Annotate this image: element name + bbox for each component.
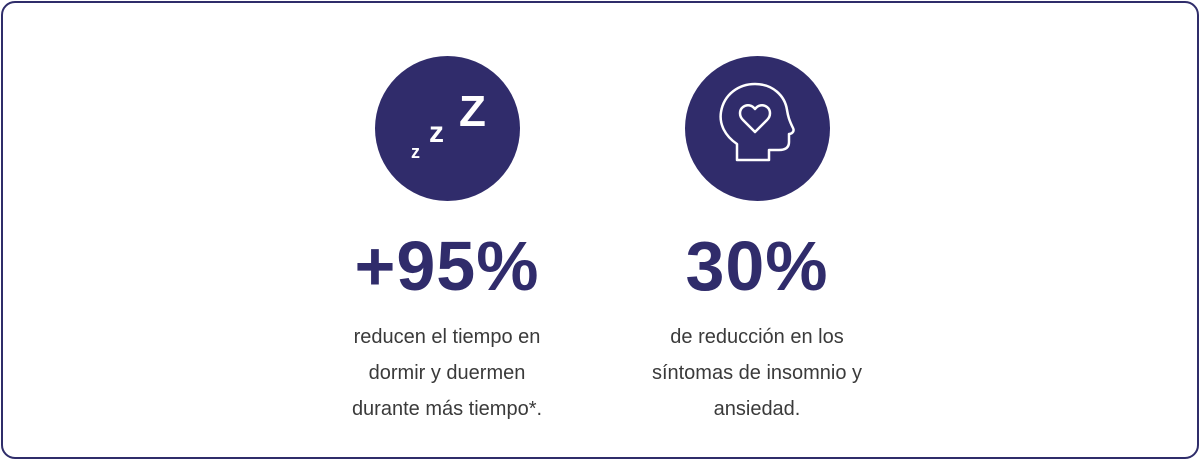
head-heart-icon <box>684 56 830 201</box>
svg-text:z: z <box>411 142 420 162</box>
svg-text:Z: Z <box>459 87 486 136</box>
stat-description: reducen el tiempo en dormir y duermen du… <box>297 319 597 427</box>
desc-line: síntomas de insomnio y <box>651 362 863 384</box>
stat-description: de reducción en los síntomas de insomnio… <box>607 319 907 427</box>
desc-line: durante más tiempo*. <box>351 398 543 420</box>
desc-line: dormir y duermen <box>368 362 526 384</box>
stat-value: +95% <box>354 227 540 305</box>
stat-insomnia: 30% de reducción en los síntomas de inso… <box>607 3 907 427</box>
desc-line: ansiedad. <box>713 398 801 420</box>
stat-value: 30% <box>685 227 829 305</box>
desc-line: reducen el tiempo en <box>353 326 541 348</box>
desc-line: de reducción en los <box>670 326 844 348</box>
svg-text:z: z <box>429 116 444 149</box>
